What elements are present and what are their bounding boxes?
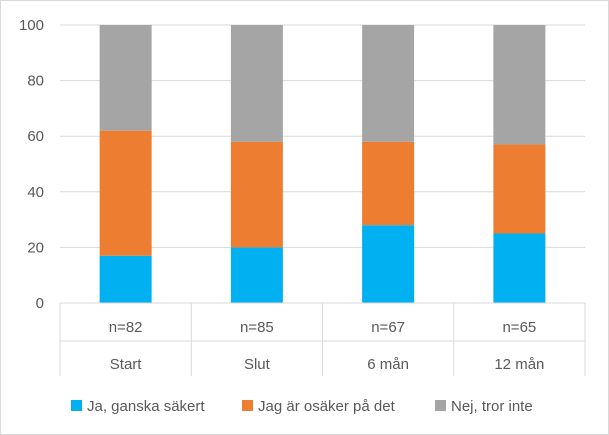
bar-segment-2 (230, 141, 283, 248)
bar-segment-2 (493, 144, 546, 234)
bar-segment-1 (493, 233, 546, 303)
bar-segment-3 (362, 25, 415, 142)
legend-swatch (71, 400, 82, 411)
category-label: 12 mån (494, 356, 544, 373)
legend-label: Nej, tror inte (451, 398, 533, 415)
legend-swatch (435, 400, 446, 411)
y-axis-tick-labels: 0 20 40 60 80 100 (19, 17, 44, 312)
category-label: Slut (244, 356, 271, 373)
y-tick-label: 20 (27, 239, 44, 256)
bar-segment-1 (362, 225, 415, 303)
y-tick-label: 0 (36, 295, 44, 312)
category-label: 6 mån (367, 356, 409, 373)
y-tick-label: 60 (27, 128, 44, 145)
bar-segment-3 (99, 25, 152, 131)
category-n-label: n=85 (240, 319, 274, 336)
y-tick-label: 100 (19, 17, 44, 34)
category-n-label: n=82 (109, 319, 143, 336)
bar-segment-1 (230, 247, 283, 303)
bars (99, 25, 546, 303)
category-label: Start (110, 356, 143, 373)
bar-segment-3 (493, 25, 546, 145)
legend-swatch (242, 400, 253, 411)
category-n-label: n=67 (371, 319, 405, 336)
legend-label: Ja, ganska säkert (87, 398, 205, 415)
bar-segment-3 (230, 25, 283, 142)
x-axis-category-table: n=82 Start n=85 Slut n=67 6 mån n=65 12 mån (59, 302, 586, 376)
category-n-label: n=65 (502, 319, 536, 336)
legend: Ja, ganska säkert Jag är osäker på det Nej… (71, 398, 533, 415)
bar-segment-2 (362, 141, 415, 226)
legend-label: Jag är osäker på det (258, 398, 396, 415)
y-tick-label: 80 (27, 73, 44, 90)
y-tick-label: 40 (27, 184, 44, 201)
bar-segment-2 (99, 130, 152, 256)
bar-segment-1 (99, 255, 152, 303)
